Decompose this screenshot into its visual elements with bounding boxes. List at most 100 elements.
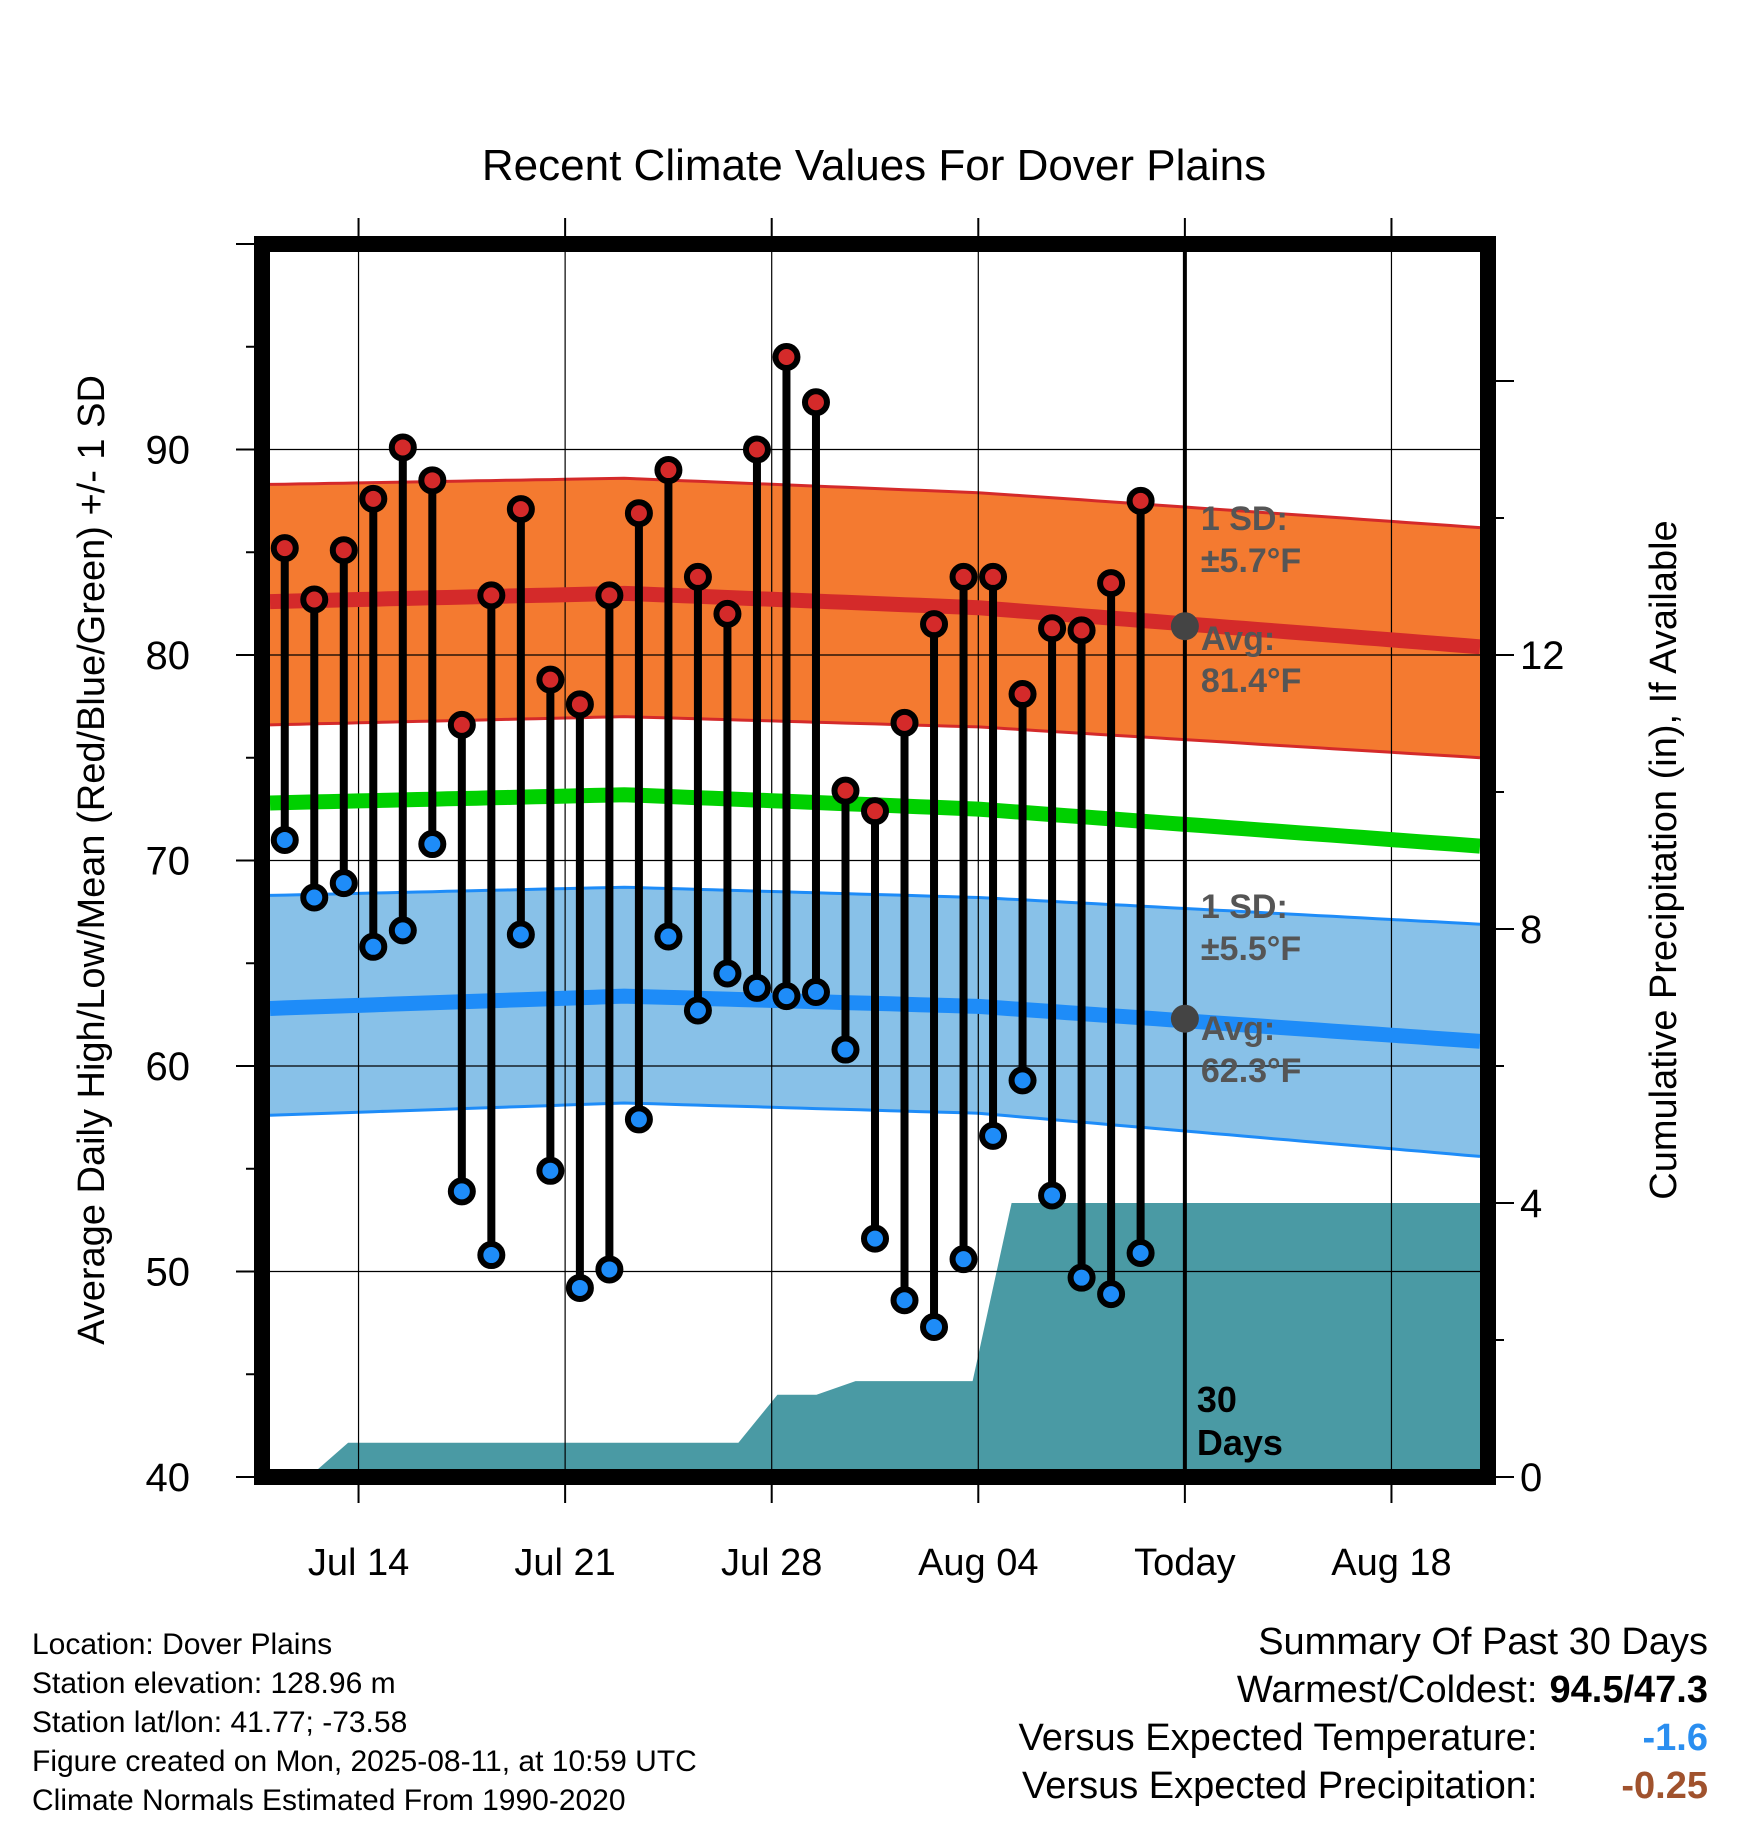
daily-low-point [949,1245,978,1274]
summary-panel: Summary Of Past 30 Days Warmest/Coldest:… [1019,1618,1708,1810]
daily-low-point [1067,1263,1096,1292]
chart-title: Recent Climate Values For Dover Plains [482,141,1266,190]
daily-high-point [1008,680,1037,709]
high-sd-label: 1 SD: [1201,500,1288,538]
daily-low-point [270,825,299,854]
x-tick-label: Jul 28 [721,1542,822,1584]
temp-label: Versus Expected Temperature: [1018,1717,1538,1759]
daily-high-point [683,562,712,591]
daily-low-point [447,1177,476,1206]
high-avg-value: 81.4°F [1201,662,1302,700]
right-tick-label: 4 [1520,1182,1542,1226]
daily-high-point [329,536,358,565]
daily-high-point [979,562,1008,591]
low-avg-marker [1170,1004,1199,1033]
daily-high-point [742,435,771,464]
high-avg-label: Avg: [1201,620,1275,658]
daily-low-point [772,982,801,1011]
temp-value: -1.6 [1642,1717,1708,1759]
daily-low-point [654,922,683,951]
daily-high-point [359,484,388,513]
high-sd-band [270,478,1480,758]
daily-low-point [565,1273,594,1302]
x-tick-label: Aug 04 [918,1542,1038,1584]
daily-low-point [536,1156,565,1185]
x-tick-label: Today [1134,1542,1235,1584]
daily-low-point [624,1105,653,1134]
daily-high-point [536,665,565,694]
daily-low-point [329,869,358,898]
daily-low-point [831,1035,860,1064]
daily-low-point [742,973,771,1002]
left-axis-title: Average Daily High/Low/Mean (Red/Blue/Gr… [71,375,113,1345]
daily-low-point [890,1286,919,1315]
right-axis-title: Cumulative Precipitation (in), If Availa… [1643,520,1685,1199]
x-tick-label: Jul 14 [308,1542,409,1584]
daily-high-point [506,495,535,524]
left-tick-label: 90 [146,429,191,473]
daily-low-point [713,959,742,988]
daily-high-point [447,710,476,739]
summary-temp-row: Versus Expected Temperature: -1.6 [1019,1714,1708,1762]
daily-high-point [565,690,594,719]
daily-high-point [890,708,919,737]
daily-high-point [388,433,417,462]
daily-high-point [1126,486,1155,515]
daily-high-point [300,585,329,614]
axes: 40 50 60 70 80 90 0 4 8 12 Jul 14 Jul 21 Jul 28 Aug 0… [71,218,1685,1584]
low-sd-label: 1 SD: [1201,888,1288,926]
daily-high-point [624,499,653,528]
daily-low-point [477,1241,506,1270]
precip-label: Versus Expected Precipitation: [1022,1765,1538,1807]
daily-low-point [683,996,712,1025]
daily-high-point [920,610,949,639]
summary-precip-row: Versus Expected Precipitation: -0.25 [1019,1762,1708,1810]
plot-area: 1 SD: ±5.7°F Avg: 81.4°F 1 SD: ±5.5°F Avg: 62.3… [262,244,1488,1477]
warmest-label: Warmest/Coldest: [1236,1669,1538,1711]
daily-high-point [861,797,889,826]
daily-low-point [595,1255,624,1284]
daily-high-point [418,466,447,495]
daily-high-point [801,388,830,417]
daily-low-point [418,830,447,859]
summary-title: Summary Of Past 30 Days [1258,1621,1708,1663]
left-tick-label: 50 [146,1251,191,1295]
daily-low-point [1038,1181,1067,1210]
daily-high-point [949,562,978,591]
days-label-number: 30 [1197,1379,1237,1420]
daily-low-point [359,932,388,961]
daily-high-point [1038,614,1067,643]
daily-high-point [831,776,860,805]
daily-low-point [506,920,535,949]
x-tick-label: Jul 21 [514,1542,615,1584]
daily-high-point [713,599,742,628]
precip-value: -0.25 [1621,1765,1708,1807]
low-avg-value: 62.3°F [1201,1052,1302,1090]
daily-high-point [595,581,624,610]
daily-high-point [654,456,683,485]
station-info: Location: Dover Plains Station elevation… [32,1625,697,1820]
days-label-text: Days [1197,1422,1283,1463]
high-sd-value: ±5.7°F [1201,542,1301,580]
high-avg-marker [1170,612,1199,641]
normal-high-line [269,585,1481,655]
daily-high-point [477,581,506,610]
latlon-text: Station lat/lon: 41.77; -73.58 [32,1706,408,1739]
daily-low-point [1008,1066,1037,1095]
climate-chart: Recent Climate Values For Dover Plains 1… [71,141,1685,1584]
normals-text: Climate Normals Estimated From 1990-2020 [32,1784,626,1817]
daily-low-point [979,1121,1008,1150]
daily-low-point [300,883,329,912]
daily-high-point [1067,616,1096,645]
daily-high-point [270,534,299,563]
left-tick-label: 60 [146,1045,191,1089]
right-tick-label: 0 [1520,1456,1542,1500]
warmest-value: 94.5/47.3 [1549,1669,1708,1711]
location-text: Location: Dover Plains [32,1628,333,1661]
daily-high-point [1097,569,1126,598]
left-tick-label: 70 [146,840,191,884]
daily-high-point [772,343,801,372]
low-avg-label: Avg: [1201,1010,1275,1048]
daily-low-point [1126,1239,1155,1268]
daily-low-point [801,978,830,1007]
